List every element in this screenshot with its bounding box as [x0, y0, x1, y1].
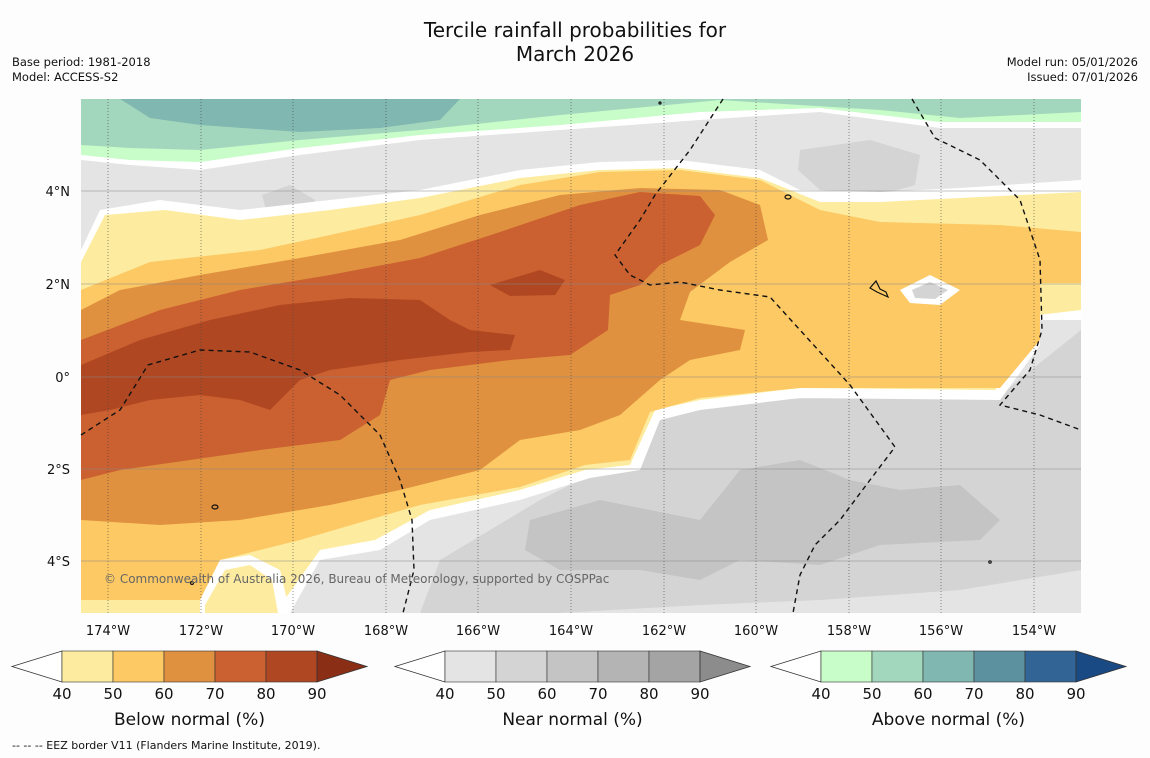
- colorbar-tick-label: 60: [537, 685, 556, 703]
- colorbar-tick-label: 40: [435, 685, 454, 703]
- island-dot-2: [658, 101, 662, 105]
- colorbar-tick-label: 80: [639, 685, 658, 703]
- longitude-label: 172°W: [179, 624, 223, 639]
- meta-right: Model run: 05/01/2026 Issued: 07/01/2026: [1007, 55, 1138, 85]
- eez-footnote: -- -- -- EEZ border V11 (Flanders Marine…: [12, 739, 321, 752]
- above-normal-60: [120, 99, 460, 132]
- longitude-label: 154°W: [1012, 624, 1056, 639]
- colorbar-near-segment: [648, 650, 701, 683]
- colorbar-below-segment: [61, 650, 114, 683]
- colorbar-below-segment: [163, 650, 216, 683]
- island-sw: [211, 504, 219, 510]
- eez-border-central: [614, 98, 896, 614]
- near-normal-60-south: [525, 460, 1000, 580]
- colorbar-above-max-arrow: [1075, 650, 1128, 683]
- longitude-label: 162°W: [642, 624, 686, 639]
- island-dot-3: [988, 560, 992, 564]
- colorbar-legends: 40 50 60 70 80 90 40 50 60 70 80 90 40 50 60 70 80 90: [10, 650, 1128, 703]
- colorbar-near-segment: [597, 650, 650, 683]
- colorbar-tick-label: 90: [1066, 685, 1085, 703]
- colorbar-tick-label: 60: [154, 685, 173, 703]
- colorbar-tick-label: 80: [1015, 685, 1034, 703]
- longitude-label: 166°W: [456, 624, 500, 639]
- longitude-labels: 174°W 172°W 170°W 168°W 166°W 164°W 162°W 160°W…: [86, 624, 1056, 639]
- island-north: [784, 194, 792, 200]
- longitude-label: 164°W: [549, 624, 593, 639]
- colorbar-tick-label: 50: [103, 685, 122, 703]
- colorbar-below: 40 50 60 70 80 90: [10, 650, 369, 703]
- longitude-label: 160°W: [734, 624, 778, 639]
- colorbar-above-segment: [871, 650, 924, 683]
- longitude-label: 158°W: [827, 624, 871, 639]
- colorbar-above: 40 50 60 70 80 90: [769, 650, 1128, 703]
- below-normal-80: [81, 298, 515, 415]
- colorbar-tick-label: 80: [256, 685, 275, 703]
- colorbar-below-max-arrow: [316, 650, 369, 683]
- latitude-label: 0°: [55, 371, 70, 386]
- colorbar-above-segment: [973, 650, 1026, 683]
- colorbar-tick-label: 40: [811, 685, 830, 703]
- legend-title-near: Near normal (%): [502, 710, 643, 730]
- island-outlines: [189, 101, 992, 586]
- colorbar-tick-label: 60: [913, 685, 932, 703]
- longitude-label: 174°W: [86, 624, 130, 639]
- below-normal-80-patch: [490, 270, 565, 296]
- colorbar-tick-label: 70: [964, 685, 983, 703]
- model-text: Model: ACCESS-S2: [12, 70, 119, 84]
- colorbar-above-segment: [1024, 650, 1077, 683]
- latitude-label: 2°S: [47, 463, 70, 478]
- longitude-label: 156°W: [919, 624, 963, 639]
- island-dot-1: [189, 580, 195, 586]
- issued-text: Issued: 07/01/2026: [1027, 70, 1138, 84]
- near-normal-patch-east-inner: [912, 282, 948, 299]
- colorbar-above-segment: [922, 650, 975, 683]
- colorbar-near-segment: [546, 650, 599, 683]
- longitude-label: 170°W: [271, 624, 315, 639]
- legend-title-below: Below normal (%): [114, 710, 265, 730]
- colorbar-below-segment: [214, 650, 267, 683]
- colorbar-above-min-arrow: [769, 650, 822, 683]
- colorbar-below-segment: [112, 650, 165, 683]
- latitude-label: 4°S: [47, 555, 70, 570]
- island-east: [869, 279, 890, 299]
- model-run-text: Model run: 05/01/2026: [1006, 55, 1138, 69]
- base-period-text: Base period: 1981-2018: [12, 55, 151, 69]
- chart-title: Tercile rainfall probabilities for March…: [0, 18, 1150, 66]
- copyright-text: © Commonwealth of Australia 2026, Bureau…: [104, 572, 610, 586]
- colorbar-tick-label: 70: [205, 685, 224, 703]
- colorbar-tick-label: 90: [307, 685, 326, 703]
- colorbar-tick-label: 50: [862, 685, 881, 703]
- title-line-2: March 2026: [515, 42, 635, 66]
- colorbar-near-segment: [495, 650, 548, 683]
- colorbar-below-segment: [265, 650, 318, 683]
- colorbar-above-segment: [820, 650, 873, 683]
- latitude-label: 2°N: [46, 278, 71, 293]
- colorbar-tick-label: 50: [486, 685, 505, 703]
- latitude-labels: 4°N 2°N 0° 2°S 4°S: [46, 185, 71, 570]
- latitude-label: 4°N: [46, 185, 71, 200]
- near-normal-50-north: [798, 140, 920, 195]
- map-latitude-lines: [81, 190, 1081, 562]
- colorbar-tick-label: 90: [690, 685, 709, 703]
- colorbar-tick-label: 70: [588, 685, 607, 703]
- colorbar-near: 40 50 60 70 80 90: [393, 650, 752, 703]
- map-plot-area: [81, 99, 1081, 613]
- colorbar-near-min-arrow: [393, 650, 446, 683]
- eez-border-west: [80, 349, 415, 614]
- title-line-1: Tercile rainfall probabilities for: [423, 18, 727, 42]
- colorbar-tick-label: 40: [52, 685, 71, 703]
- below-normal-sw-40: [205, 565, 278, 613]
- colorbar-below-min-arrow: [10, 650, 63, 683]
- colorbar-near-segment: [444, 650, 497, 683]
- eez-borders: [80, 98, 1082, 614]
- meta-left: Base period: 1981-2018 Model: ACCESS-S2: [12, 55, 151, 85]
- legend-title-above: Above normal (%): [871, 710, 1026, 730]
- colorbar-near-max-arrow: [699, 650, 752, 683]
- longitude-label: 168°W: [364, 624, 408, 639]
